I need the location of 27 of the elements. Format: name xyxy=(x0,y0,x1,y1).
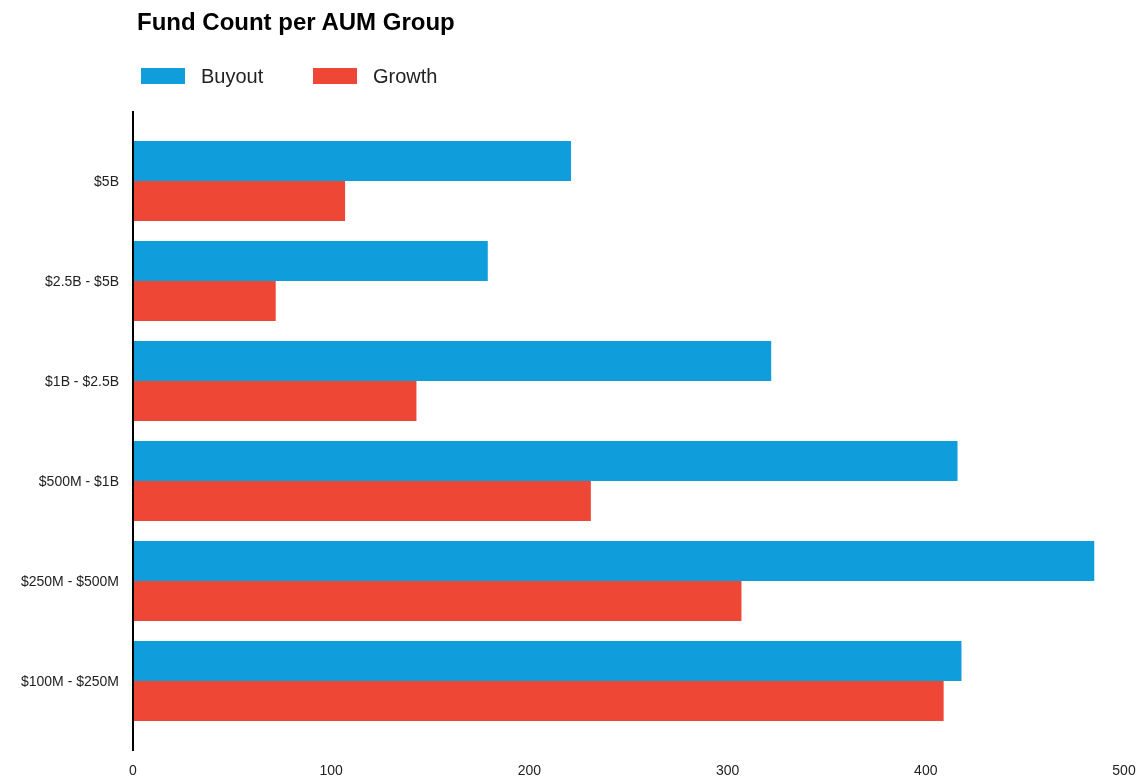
bar xyxy=(133,441,958,481)
x-tick-label: 500 xyxy=(1112,762,1136,778)
x-tick-label: 400 xyxy=(914,762,938,778)
x-tick-label: 100 xyxy=(319,762,344,778)
bar xyxy=(133,641,962,681)
y-tick-label: $5B xyxy=(94,173,119,189)
bar xyxy=(133,141,572,181)
y-tick-label: $250M - $500M xyxy=(20,573,119,589)
y-tick-label: $1B - $2.5B xyxy=(45,373,119,389)
bar xyxy=(133,681,944,721)
bar xyxy=(133,341,772,381)
bar xyxy=(133,241,488,281)
x-tick-label: 200 xyxy=(517,762,542,778)
bar xyxy=(133,481,591,521)
x-tick-label: 300 xyxy=(715,762,740,778)
bar xyxy=(133,541,1095,581)
legend-label: Growth xyxy=(373,65,438,87)
bar xyxy=(133,281,276,321)
bar xyxy=(133,181,346,221)
y-tick-label: $500M - $1B xyxy=(38,473,119,489)
chart-title: Fund Count per AUM Group xyxy=(137,8,455,35)
y-tick-label: $100M - $250M xyxy=(20,673,119,689)
x-tick-label: 0 xyxy=(129,762,138,778)
legend-label: Buyout xyxy=(201,65,264,87)
bar xyxy=(133,581,742,621)
y-tick-label: $2.5B - $5B xyxy=(45,273,119,289)
bar xyxy=(133,381,417,421)
